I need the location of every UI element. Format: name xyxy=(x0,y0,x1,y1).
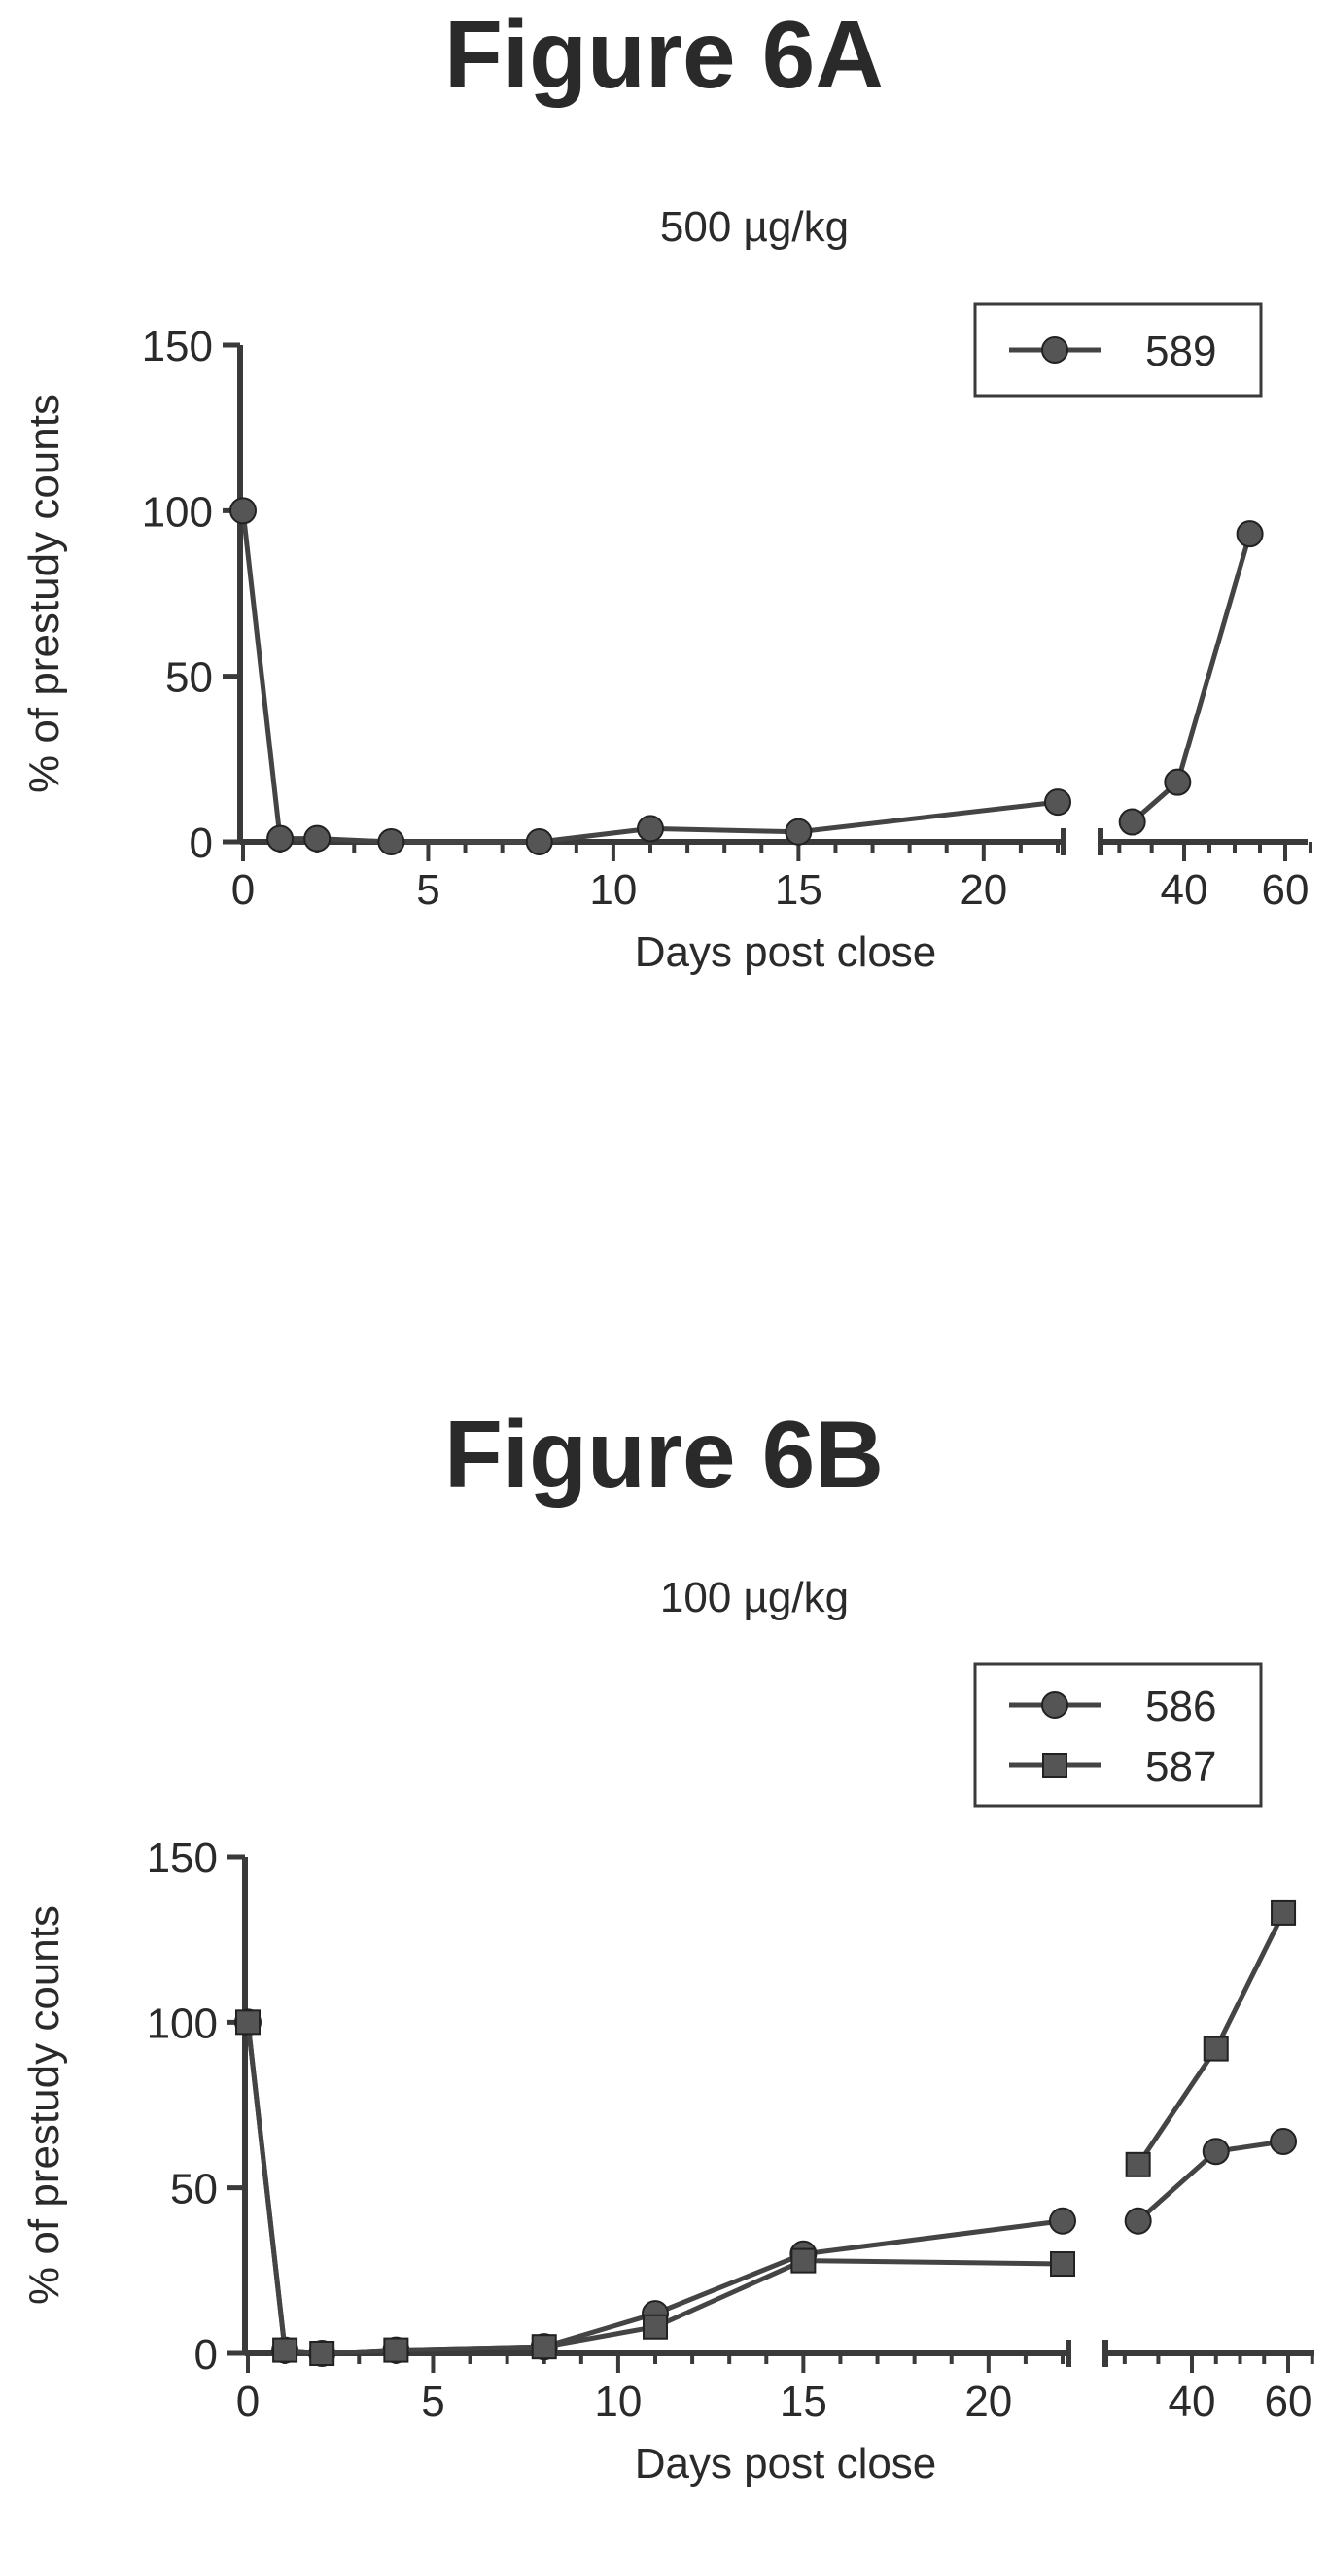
data-point xyxy=(229,497,257,525)
x-tick-label: 20 xyxy=(964,2378,1012,2425)
x-tick-label: 10 xyxy=(589,866,637,914)
data-point xyxy=(235,2009,261,2036)
y-tick-label: 50 xyxy=(170,2166,218,2213)
data-point xyxy=(1124,2207,1152,2235)
x-tick-label: 0 xyxy=(231,866,255,914)
data-point xyxy=(1270,2127,1298,2155)
legend-marker xyxy=(1041,336,1068,364)
x-tick-label: 60 xyxy=(1265,2378,1312,2425)
data-point xyxy=(1050,2251,1075,2278)
y-tick-label: 50 xyxy=(165,654,213,702)
data-point xyxy=(1202,2138,1230,2166)
legend-label: 586 xyxy=(1145,1683,1216,1730)
legend-box xyxy=(973,1662,1263,1808)
legend-label: 589 xyxy=(1145,328,1216,375)
data-point xyxy=(1236,520,1264,548)
data-point xyxy=(309,2341,335,2366)
data-point xyxy=(525,828,553,855)
x-tick-label: 40 xyxy=(1169,2378,1216,2425)
chart-title: 100 µg/kg xyxy=(660,1574,849,1621)
y-tick-label: 150 xyxy=(142,323,213,370)
x-tick-label: 15 xyxy=(780,2378,827,2425)
figure-6a-panel: Figure 6A 500 µg/kg 0 50 100 150% of prestud… xyxy=(0,0,1328,1215)
figure-6b-panel: Figure 6B 100 µg/kg 0 50 100 150% of prestud… xyxy=(0,1361,1328,2576)
y-axis-label: % of prestudy counts xyxy=(20,1905,68,2305)
series-line xyxy=(240,510,1059,845)
x-axis-label: Days post close xyxy=(635,2440,937,2488)
x-axis-label: Days post close xyxy=(635,928,937,976)
data-point xyxy=(643,2314,668,2340)
data-point xyxy=(637,815,664,843)
x-tick-label: 40 xyxy=(1161,866,1208,914)
chart-figure-6b: 100 µg/kg 0 50 100 150 % of prestudy counts 0 5… xyxy=(20,1574,1314,2488)
y-tick-label: 100 xyxy=(147,2000,218,2047)
data-point xyxy=(266,824,295,853)
data-point xyxy=(790,2247,817,2274)
figure-title: Figure 6A xyxy=(444,1,884,108)
figure-title: Figure 6B xyxy=(444,1401,884,1508)
legend-marker xyxy=(1042,1753,1067,1778)
y-tick-label: 0 xyxy=(194,2331,218,2379)
x-tick-label: 20 xyxy=(960,866,1007,914)
data-point xyxy=(531,2334,557,2360)
x-tick-label: 10 xyxy=(594,2378,642,2425)
data-point xyxy=(1044,788,1071,817)
x-tick-label: 60 xyxy=(1262,866,1310,914)
legend-label: 587 xyxy=(1145,1743,1216,1791)
legend-marker xyxy=(1041,1691,1068,1719)
data-point xyxy=(272,2337,298,2363)
data-point xyxy=(785,818,813,846)
y-tick-label: 100 xyxy=(142,488,213,536)
series-line xyxy=(1131,533,1253,824)
x-tick-label: 15 xyxy=(775,866,822,914)
y-axis-label: % of prestudy counts xyxy=(20,394,68,793)
y-tick-label: 150 xyxy=(147,1834,218,1882)
chart-figure-6a: 500 µg/kg 0 50 100 150 % of prestudy counts 0 5… xyxy=(20,203,1312,976)
x-tick-label: 5 xyxy=(416,866,439,914)
y-tick-label: 0 xyxy=(190,819,213,867)
data-point xyxy=(1271,1899,1297,1926)
data-point xyxy=(377,828,405,855)
chart-title: 500 µg/kg xyxy=(660,203,849,251)
data-point xyxy=(1049,2207,1076,2235)
data-point xyxy=(1125,2151,1151,2177)
x-tick-label: 0 xyxy=(236,2378,260,2425)
data-point xyxy=(1118,808,1146,836)
data-point xyxy=(1203,2036,1229,2062)
data-point xyxy=(383,2337,409,2363)
data-point xyxy=(303,824,332,853)
data-point xyxy=(1164,768,1192,796)
x-tick-label: 5 xyxy=(421,2378,444,2425)
